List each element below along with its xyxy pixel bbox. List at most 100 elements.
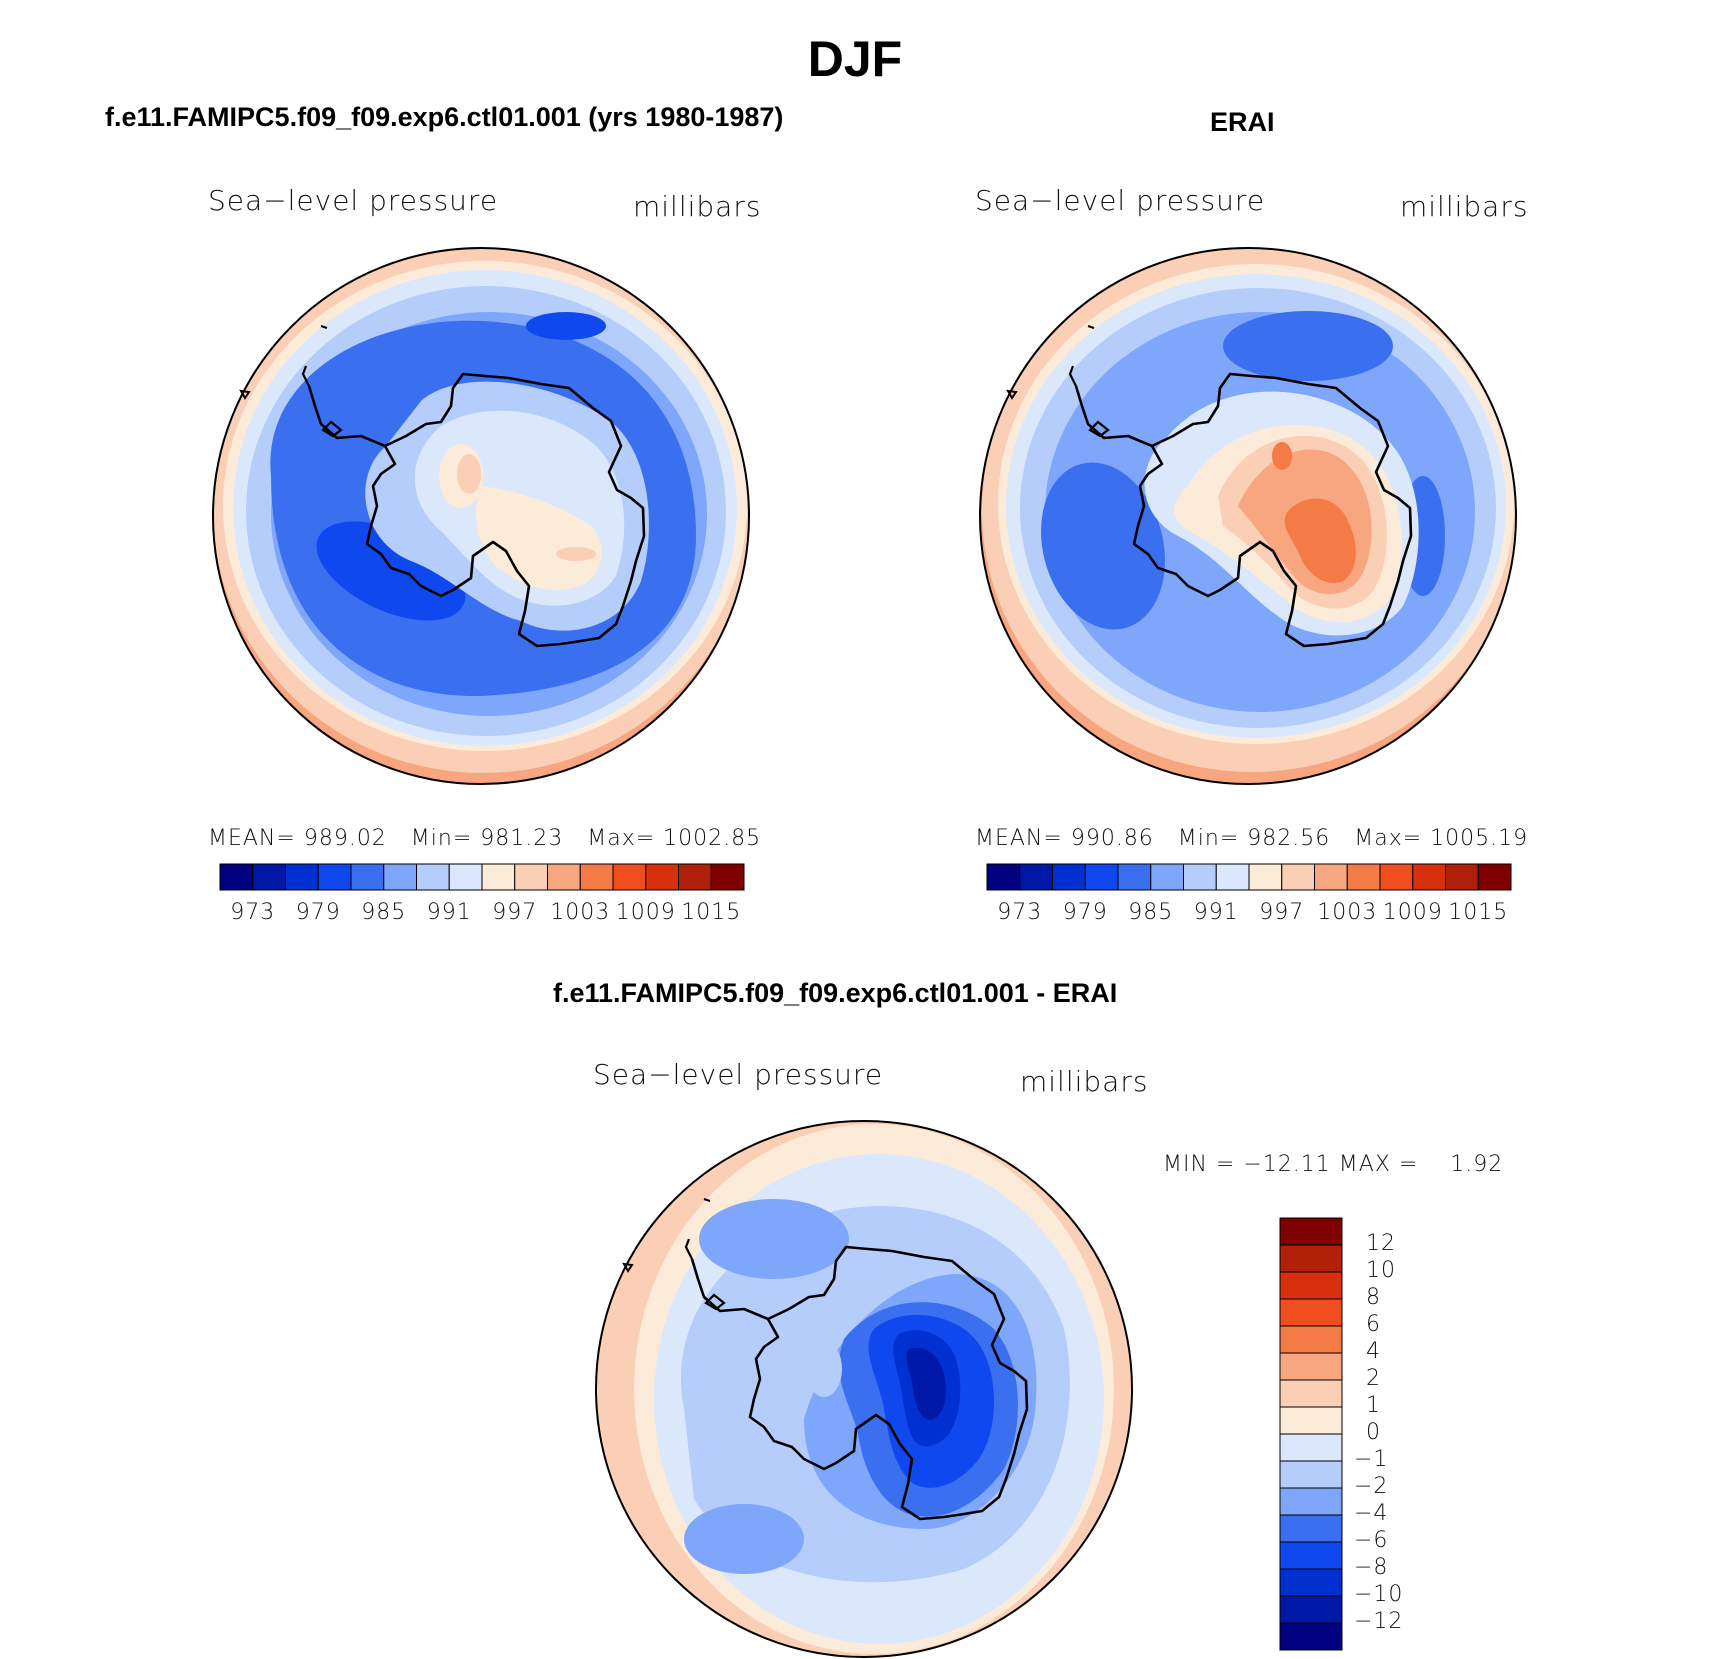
diff-units-label: millibars — [1020, 1065, 1149, 1098]
model-colorbar-tick-label: 1003 — [550, 900, 611, 925]
obs-colorbar-swatch — [1379, 863, 1414, 891]
model-colorbar-swatch — [252, 863, 286, 891]
obs-colorbar-tick-label: 1003 — [1317, 900, 1378, 925]
diff-colorbar-tick-label: 8 — [1366, 1285, 1381, 1310]
model-colorbar-swatch — [481, 863, 516, 891]
model-colorbar-swatch — [645, 863, 679, 891]
diff-max-label: MAX = — [1338, 1152, 1419, 1177]
obs-colorbar-swatch — [1412, 863, 1446, 891]
diff-stats: MIN = −12.11 MAX = 1.92 — [1163, 1152, 1503, 1177]
obs-colorbar-tick-label: 1015 — [1448, 900, 1509, 925]
obs-colorbar-swatch — [1215, 863, 1250, 891]
obs-units-label: millibars — [1400, 190, 1529, 223]
model-colorbar-swatch — [317, 863, 352, 891]
diff-colorbar-tick-label: 12 — [1366, 1231, 1396, 1256]
obs-panel-title: ERAI — [1210, 107, 1275, 137]
model-colorbar-tick-label: 973 — [230, 900, 276, 925]
model-max-label: Max= — [587, 826, 656, 851]
model-colorbar-ticks: 973 979 985 991 997 1003 1009 1015 — [220, 900, 744, 930]
diff-colorbar-swatch — [1279, 1244, 1343, 1273]
obs-max-value: 1005.19 — [1430, 826, 1529, 851]
model-colorbar-swatch — [285, 863, 319, 891]
obs-colorbar-ticks: 973 979 985 991 997 1003 1009 1015 — [987, 900, 1511, 930]
diff-colorbar-tick-label: 0 — [1366, 1420, 1381, 1445]
obs-colorbar-swatch — [1248, 863, 1283, 891]
diff-colorbar-swatch — [1279, 1379, 1343, 1408]
obs-colorbar-swatch — [1281, 863, 1315, 891]
obs-max-label: Max= — [1354, 826, 1423, 851]
diff-colorbar-tick-label: −1 — [1354, 1447, 1389, 1472]
model-colorbar-swatch — [448, 863, 483, 891]
model-colorbar-tick-label: 997 — [492, 900, 538, 925]
diff-colorbar-tick-label: −2 — [1354, 1474, 1389, 1499]
model-colorbar-swatch — [350, 863, 385, 891]
diff-colorbar-tick-label: 2 — [1366, 1366, 1381, 1391]
obs-colorbar-swatch — [1117, 863, 1152, 891]
diff-colorbar-tick-label: 4 — [1366, 1339, 1381, 1364]
obs-colorbar-swatch — [1346, 863, 1381, 891]
diff-colorbar-swatch — [1279, 1541, 1343, 1570]
obs-colorbar-swatch — [1150, 863, 1184, 891]
model-colorbar-swatch — [579, 863, 614, 891]
diff-min-label: MIN = — [1163, 1152, 1236, 1177]
model-colorbar-swatch — [612, 863, 647, 891]
obs-colorbar-swatch — [1052, 863, 1086, 891]
model-colorbar-swatch — [678, 863, 712, 891]
model-colorbar — [219, 863, 745, 891]
obs-variable-label: Sea−level pressure — [975, 184, 1266, 217]
diff-colorbar-tick-label: 1 — [1366, 1393, 1381, 1418]
diff-colorbar-tick-label: −12 — [1354, 1609, 1404, 1634]
model-mean-value: 989.02 — [303, 826, 387, 851]
diff-panel-title: f.e11.FAMIPC5.f09_f09.exp6.ctl01.001 - E… — [553, 978, 1118, 1008]
model-polar-map — [212, 247, 750, 785]
model-mean-label: MEAN= — [208, 826, 296, 851]
diff-colorbar-swatch — [1279, 1325, 1343, 1354]
obs-colorbar-swatch — [1445, 863, 1479, 891]
diff-colorbar-tick-label: 6 — [1366, 1312, 1381, 1337]
diff-colorbar-swatch — [1279, 1217, 1343, 1246]
model-min-value: 981.23 — [480, 826, 564, 851]
obs-colorbar-swatch — [1183, 863, 1217, 891]
diff-colorbar-swatch — [1279, 1568, 1343, 1597]
obs-colorbar-tick-label: 985 — [1128, 900, 1174, 925]
diff-colorbar-tick-label: −10 — [1354, 1582, 1404, 1607]
diff-colorbar-swatch — [1279, 1406, 1343, 1435]
obs-colorbar-swatch — [986, 863, 1021, 891]
model-colorbar-swatch — [416, 863, 450, 891]
obs-colorbar-swatch — [1477, 863, 1512, 891]
obs-min-value: 982.56 — [1247, 826, 1331, 851]
model-colorbar-swatch — [710, 863, 745, 891]
diff-colorbar-tick-label: −8 — [1354, 1555, 1389, 1580]
obs-colorbar-swatch — [1019, 863, 1053, 891]
model-colorbar-tick-label: 1015 — [681, 900, 742, 925]
diff-colorbar — [1279, 1217, 1343, 1651]
model-colorbar-swatch — [547, 863, 581, 891]
diff-colorbar-swatch — [1279, 1298, 1343, 1327]
diff-colorbar-swatch — [1279, 1514, 1343, 1543]
diff-max-value: 1.92 — [1450, 1152, 1504, 1177]
model-panel-title: f.e11.FAMIPC5.f09_f09.exp6.ctl01.001 (yr… — [105, 102, 784, 132]
model-colorbar-tick-label: 979 — [295, 900, 341, 925]
diff-polar-map — [595, 1120, 1133, 1658]
obs-min-label: Min= — [1177, 826, 1240, 851]
diff-colorbar-tick-label: 10 — [1366, 1258, 1396, 1283]
diff-colorbar-tick-label: −6 — [1354, 1528, 1389, 1553]
diff-colorbar-swatch — [1279, 1622, 1343, 1651]
diff-colorbar-ticks: 12 10 8 6 4 2 1 0 −1 −2 −4 −6 −8 −10 −12 — [1350, 1218, 1430, 1650]
model-colorbar-swatch — [383, 863, 417, 891]
obs-colorbar-tick-label: 997 — [1259, 900, 1305, 925]
diff-colorbar-swatch — [1279, 1352, 1343, 1381]
model-variable-label: Sea−level pressure — [208, 184, 499, 217]
obs-colorbar — [986, 863, 1512, 891]
diff-min-value: −12.11 — [1243, 1152, 1331, 1177]
diff-colorbar-swatch — [1279, 1460, 1343, 1489]
model-colorbar-tick-label: 1009 — [615, 900, 676, 925]
obs-colorbar-tick-label: 973 — [997, 900, 1043, 925]
diff-colorbar-swatch — [1279, 1433, 1343, 1462]
obs-colorbar-swatch — [1314, 863, 1348, 891]
obs-colorbar-swatch — [1084, 863, 1119, 891]
diff-colorbar-tick-label: −4 — [1354, 1501, 1389, 1526]
obs-stats: MEAN= 990.86 Min= 982.56 Max= 1005.19 — [975, 826, 1528, 851]
model-colorbar-swatch — [219, 863, 254, 891]
obs-colorbar-tick-label: 991 — [1193, 900, 1239, 925]
